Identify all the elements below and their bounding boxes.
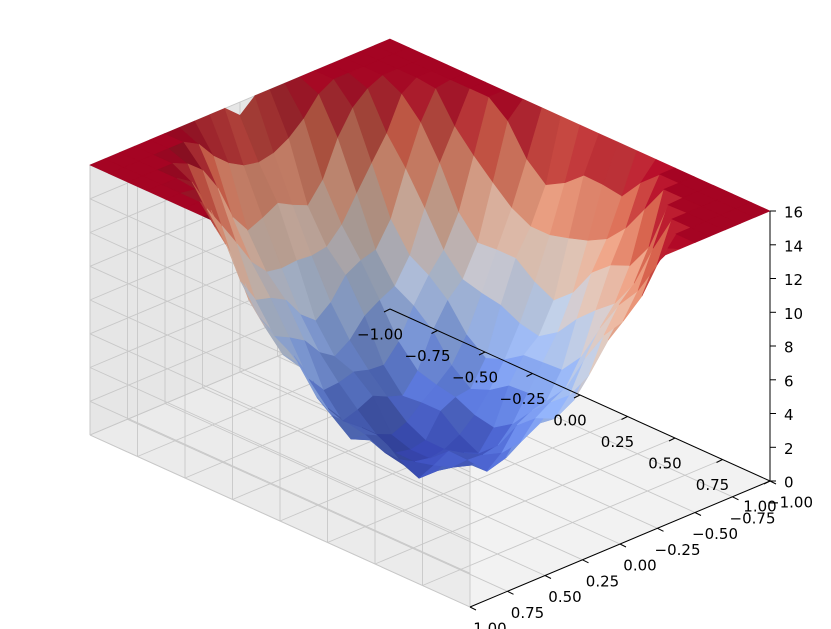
z-tick-label: 8 [784, 339, 794, 357]
y-tick-mark [507, 590, 514, 595]
y-tick-label: 0.00 [623, 557, 656, 575]
z-tick-label: 0 [784, 474, 794, 492]
y-tick-label: 1.00 [473, 620, 506, 629]
y-tick-mark [657, 527, 664, 532]
x-tick-label: −0.25 [500, 390, 546, 408]
x-tick-label: 0.75 [696, 476, 729, 494]
z-axis-ticks: 0 2 4 6 8 10 12 14 16 [770, 204, 803, 492]
x-tick-label: 0.00 [553, 412, 586, 430]
grid-line [164, 403, 546, 576]
y-tick-mark [582, 559, 589, 564]
surface-facet [735, 202, 771, 218]
grid-line [202, 387, 583, 561]
surface-mesh [89, 38, 771, 479]
y-tick-mark [544, 575, 552, 579]
y-tick-mark [469, 606, 477, 611]
x-tick-mark [668, 437, 676, 442]
grid-line [127, 418, 508, 592]
y-tick-label: −0.50 [692, 525, 738, 543]
x-tick-mark [478, 351, 486, 356]
y-tick-label: 0.75 [511, 604, 544, 622]
z-tick-label: 2 [784, 440, 794, 458]
y-tick-label: −1.00 [767, 494, 813, 512]
y-tick-mark [619, 543, 627, 548]
z-tick-label: 14 [784, 237, 803, 255]
z-tick-label: 12 [784, 271, 803, 289]
x-tick-mark [526, 373, 533, 377]
x-tick-label: −0.75 [405, 347, 451, 365]
x-tick-mark [383, 308, 391, 313]
z-tick-label: 6 [784, 372, 794, 390]
x-axis-ticks: −1.00−0.75−0.50−0.25 0.00 0.25 0.50 0.75 1.00 [357, 308, 777, 516]
grid-line [89, 367, 471, 540]
y-tick-label: 0.50 [548, 588, 581, 606]
y-tick-mark [732, 496, 739, 501]
y-tick-mark [694, 512, 702, 516]
x-tick-label: −1.00 [357, 326, 403, 344]
x-tick-mark [763, 480, 771, 485]
x-tick-label: 1.00 [743, 498, 776, 516]
x-tick-label: 0.25 [601, 433, 634, 451]
x-tick-label: 0.50 [648, 455, 681, 473]
grid-line [89, 434, 471, 608]
grid-line [89, 400, 471, 574]
z-tick-label: 10 [784, 305, 803, 323]
z-tick-label: 16 [784, 204, 803, 222]
z-tick-label: 4 [784, 406, 794, 424]
y-tick-label: −0.75 [730, 509, 776, 527]
x-tick-mark [621, 416, 628, 420]
x-tick-mark [431, 330, 438, 334]
x-tick-mark [716, 459, 723, 463]
x-tick-label: −0.50 [452, 369, 498, 387]
grid-line [89, 333, 471, 507]
y-tick-label: 0.25 [586, 572, 619, 590]
y-axis-ticks: −1.00−0.75−0.50−0.250.000.25 0.500.75 1.00 [469, 480, 813, 629]
x-tick-mark [573, 394, 581, 399]
y-tick-label: −0.25 [655, 541, 701, 559]
